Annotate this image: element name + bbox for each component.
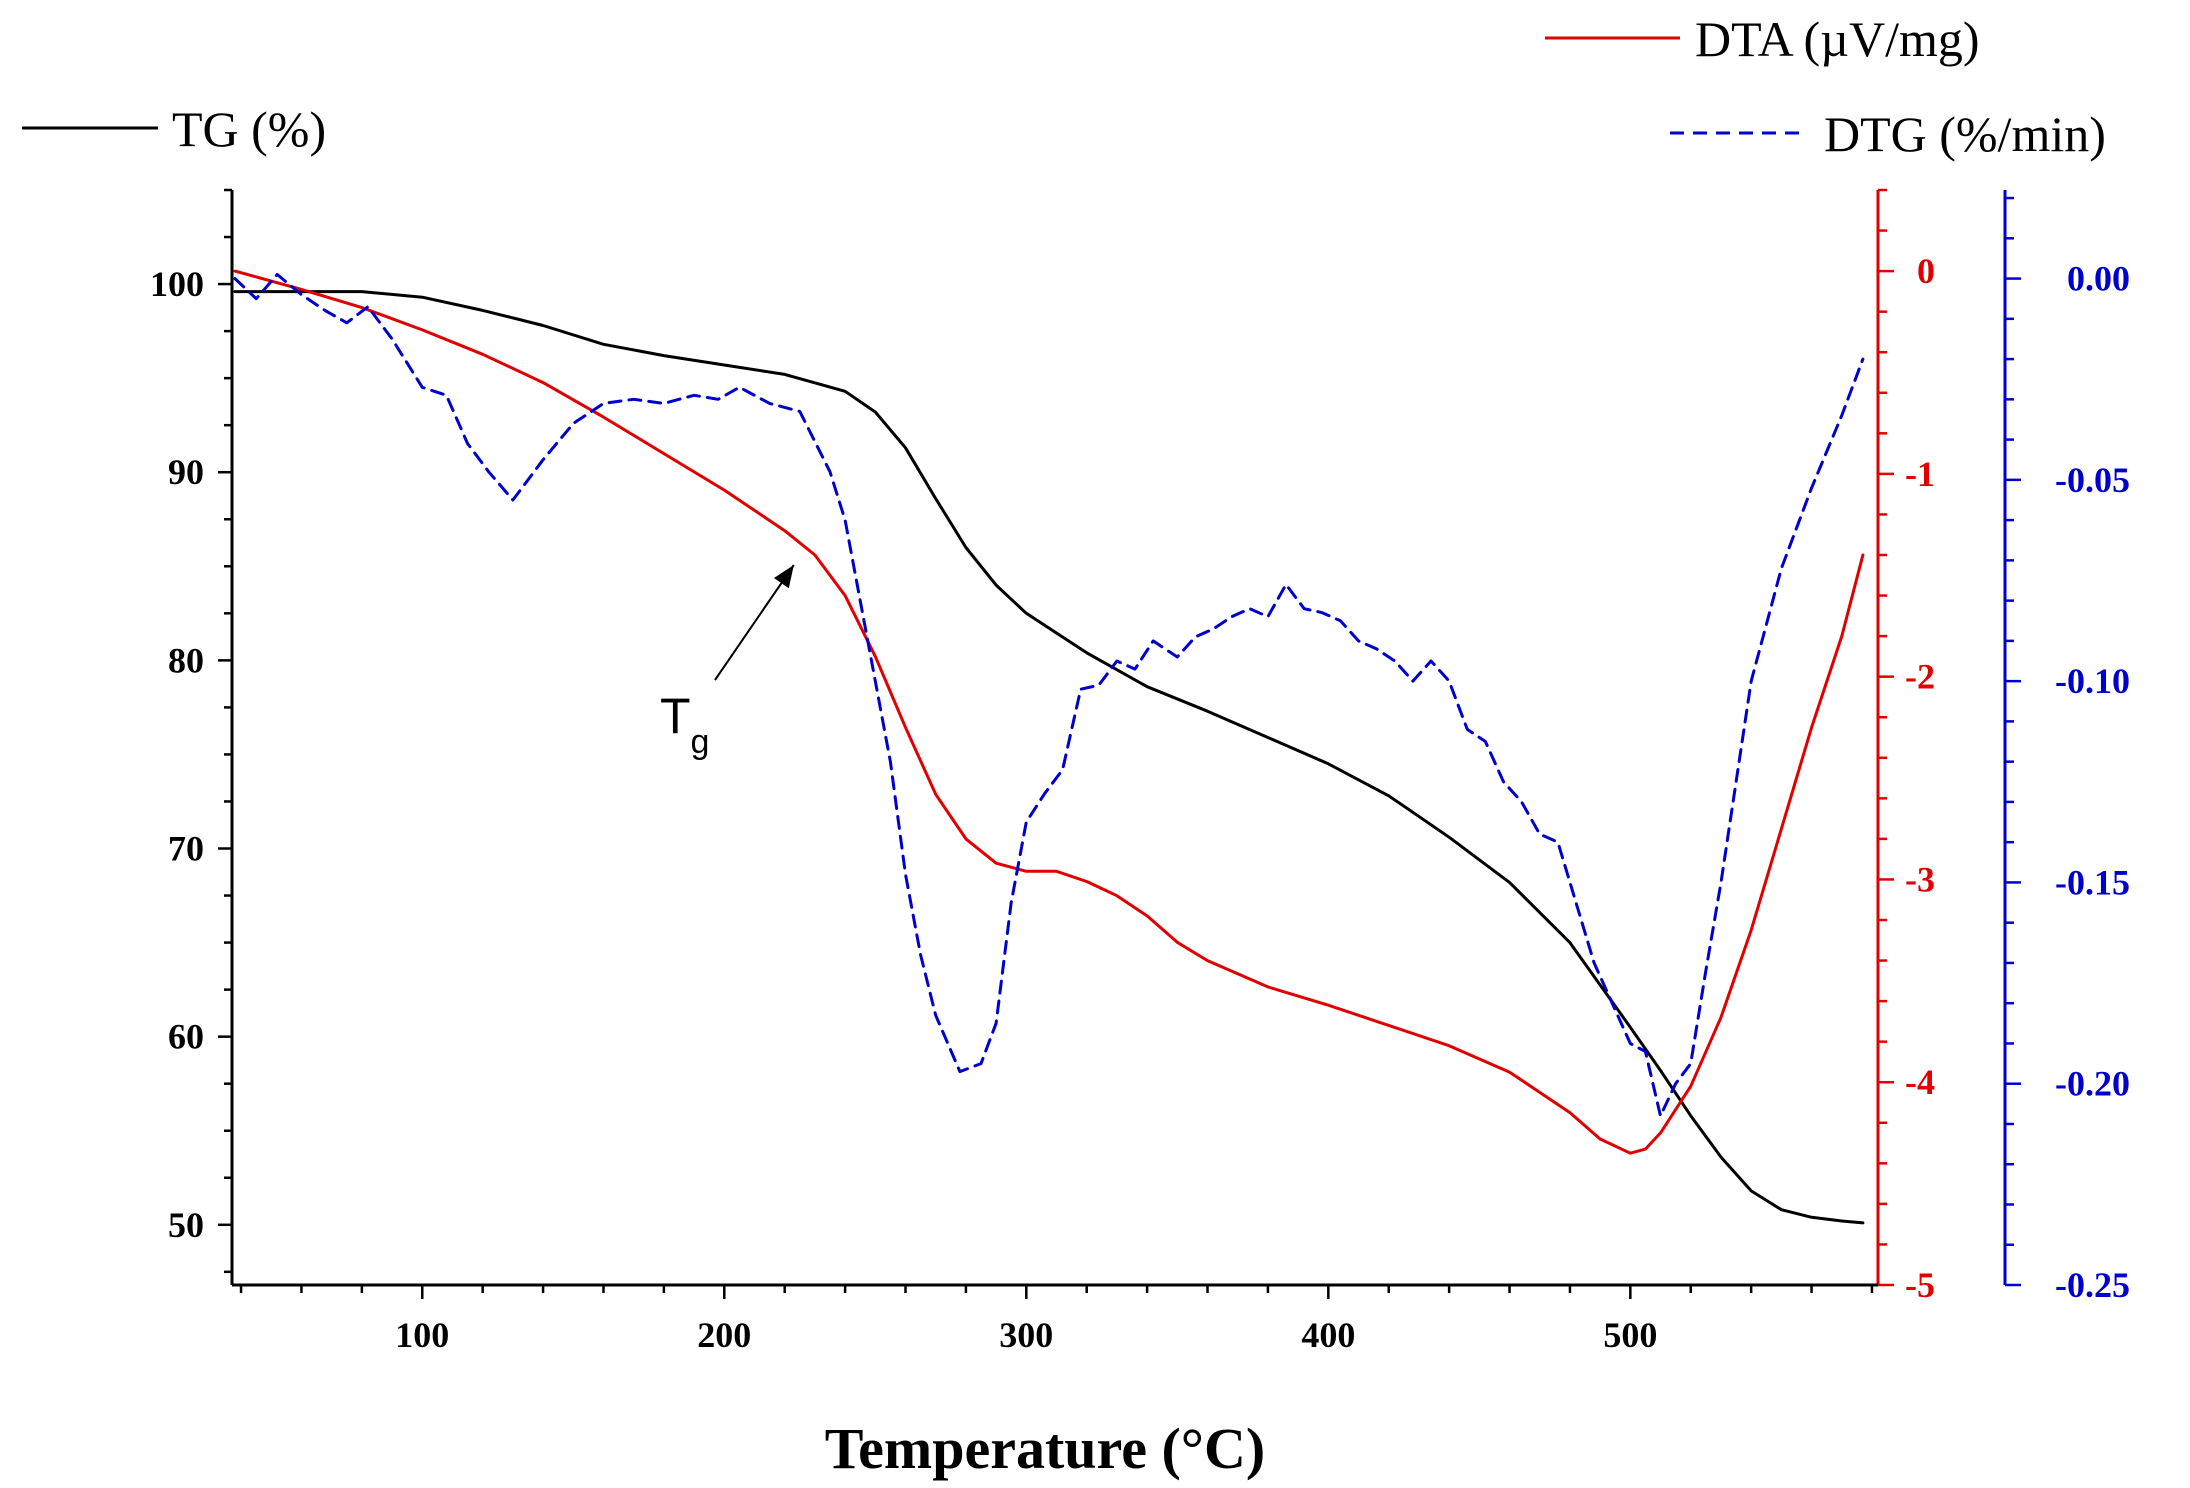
plot-series: [233, 269, 1865, 1225]
x-tick-label: 100: [395, 1315, 449, 1355]
tg-axis: 50 60 70 80 90 100: [150, 188, 234, 1285]
tg-series-line: [233, 290, 1865, 1225]
tg-tick-label: 90: [168, 452, 204, 492]
dtg-tick-label: -0.05: [2055, 460, 2130, 500]
x-axis: 100 200 300 400 500: [232, 1283, 1878, 1355]
dta-tick-label: -3: [1905, 859, 1935, 899]
tg-tick-label: 50: [168, 1205, 204, 1245]
tg-tick-label: 70: [168, 829, 204, 869]
legend-item-dtg: DTG (%/min): [1670, 106, 2106, 162]
tg-annotation-label: Tg: [660, 688, 709, 761]
legend-label-dtg: DTG (%/min): [1824, 106, 2106, 162]
dtg-tick-label: -0.20: [2055, 1064, 2130, 1104]
dta-tick-label: 0: [1917, 251, 1935, 291]
dtg-series-line: [233, 273, 1865, 1118]
dtg-tick-label: 0.00: [2067, 259, 2130, 299]
dtg-tick-label: -0.25: [2055, 1265, 2130, 1305]
tg-annotation: Tg: [660, 564, 795, 761]
dtg-axis: -0.25 -0.20 -0.15 -0.10 -0.05 0.00: [2003, 190, 2130, 1305]
legend-label-dta: DTA (µV/mg): [1695, 11, 1980, 67]
dta-tick-label: -1: [1905, 454, 1935, 494]
tg-annotation-arrowhead: [773, 565, 794, 589]
x-tick-label: 300: [999, 1315, 1053, 1355]
legend-item-dta: DTA (µV/mg): [1545, 11, 1980, 67]
x-tick-label: 500: [1603, 1315, 1657, 1355]
dtg-tick-label: -0.10: [2055, 661, 2130, 701]
dta-series-line: [233, 269, 1865, 1155]
tg-annotation-main: T: [660, 688, 691, 744]
tg-annotation-subscript: g: [691, 723, 710, 761]
legend-item-tg: TG (%): [22, 101, 326, 157]
x-tick-label: 400: [1301, 1315, 1355, 1355]
tg-annotation-arrow: [714, 564, 795, 681]
tg-tick-label: 100: [150, 264, 204, 304]
legend: TG (%) DTA (µV/mg) DTG (%/min): [22, 11, 2106, 162]
legend-label-tg: TG (%): [172, 101, 326, 157]
x-axis-title: Temperature (°C): [825, 1416, 1265, 1481]
tg-tick-label: 80: [168, 640, 204, 680]
tg-tick-label: 60: [168, 1017, 204, 1057]
dta-tick-label: -2: [1905, 657, 1935, 697]
x-tick-label: 200: [697, 1315, 751, 1355]
dta-tick-label: -5: [1905, 1265, 1935, 1305]
dtg-tick-label: -0.15: [2055, 862, 2130, 902]
dta-axis: -5 -4 -3 -2 -1 0: [1876, 188, 1935, 1305]
dta-tick-label: -4: [1905, 1062, 1935, 1102]
